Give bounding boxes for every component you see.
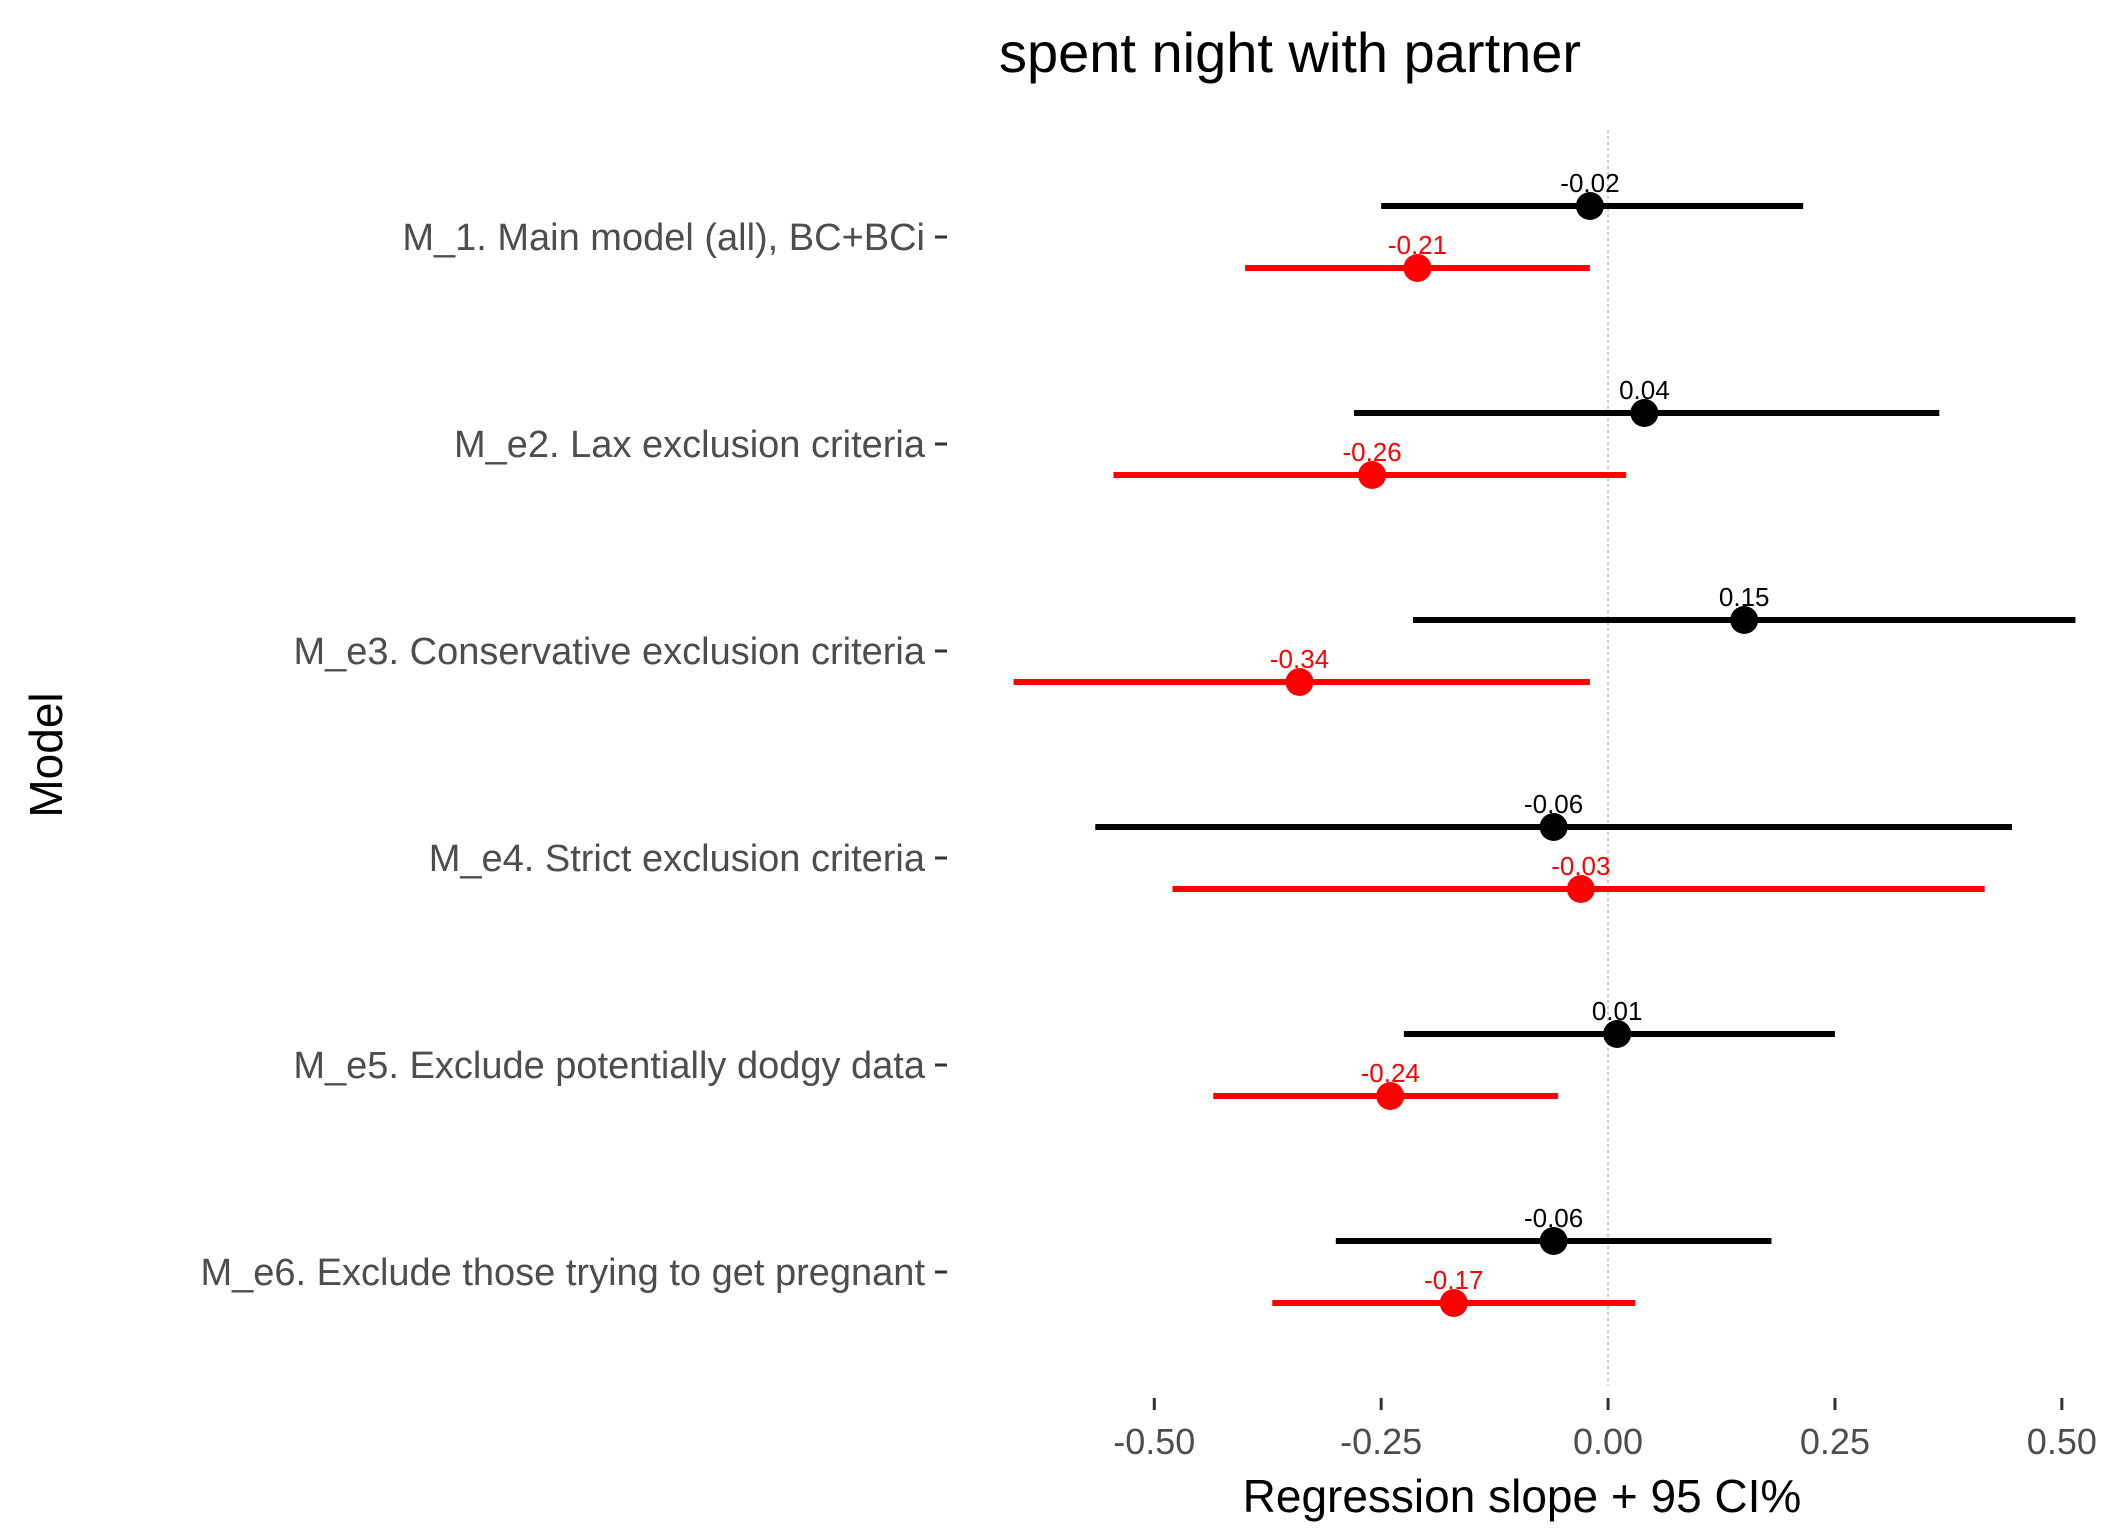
y-tick-label: M_e4. Strict exclusion criteria: [429, 838, 926, 880]
point-estimate: [1285, 668, 1314, 696]
plot-marks: -0.02 0.04 0.15 -0.06 0.01 -0.06 -0.21 -0.26 -0.…: [1013, 168, 2076, 1317]
y-axis-title: Model: [20, 692, 72, 817]
point-estimate: [1575, 192, 1604, 220]
point-estimate: [1358, 461, 1387, 489]
chart-title: spent night with partner: [999, 21, 1581, 84]
data-label: 0.15: [1719, 582, 1770, 612]
y-tick-label: M_e2. Lax exclusion criteria: [454, 424, 926, 466]
data-label: -0.02: [1560, 168, 1619, 198]
data-label: 0.04: [1619, 375, 1670, 405]
y-tick-label: M_e3. Conservative exclusion criteria: [294, 631, 926, 673]
point-estimate: [1403, 254, 1432, 282]
data-label: -0.21: [1388, 230, 1447, 260]
x-tick-label: -0.25: [1340, 1421, 1422, 1462]
y-tick-label: M_e6. Exclude those trying to get pregna…: [200, 1252, 925, 1294]
y-axis: M_1. Main model (all), BC+BCi M_e2. Lax e…: [200, 217, 947, 1294]
data-label: -0.03: [1551, 851, 1610, 881]
data-label: -0.34: [1270, 644, 1329, 674]
data-label: -0.17: [1424, 1265, 1483, 1295]
point-estimate: [1730, 606, 1759, 634]
x-tick-label: 0.00: [1573, 1421, 1643, 1462]
data-label: 0.01: [1592, 996, 1643, 1026]
x-tick-label: 0.25: [1800, 1421, 1870, 1462]
x-axis-title: Regression slope + 95 CI%: [1243, 1470, 1802, 1522]
y-tick-label: M_e5. Exclude potentially dodgy data: [293, 1045, 926, 1087]
data-label: -0.24: [1361, 1058, 1420, 1088]
point-estimate: [1539, 813, 1568, 841]
x-tick-label: 0.50: [2027, 1421, 2097, 1462]
point-estimate: [1603, 1020, 1632, 1048]
point-estimate: [1539, 1227, 1568, 1255]
point-estimate: [1439, 1289, 1468, 1317]
data-label: -0.06: [1524, 789, 1583, 819]
y-tick-label: M_1. Main model (all), BC+BCi: [402, 217, 925, 259]
data-label: -0.26: [1342, 437, 1401, 467]
point-estimate: [1566, 875, 1595, 903]
data-label: -0.06: [1524, 1203, 1583, 1233]
point-estimate: [1376, 1082, 1405, 1110]
x-tick-label: -0.50: [1113, 1421, 1195, 1462]
point-estimate: [1630, 399, 1659, 427]
x-axis: -0.50 -0.25 0.00 0.25 0.50: [1113, 1398, 2097, 1462]
